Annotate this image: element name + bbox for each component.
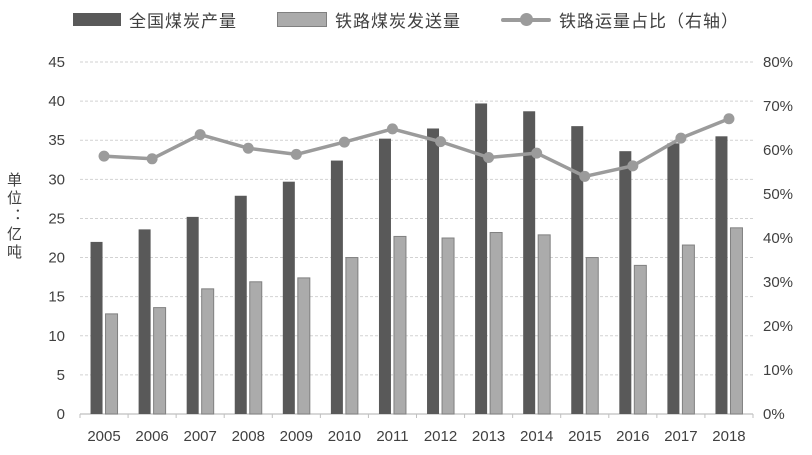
left-axis-tick-30: 30: [48, 171, 65, 188]
right-axis-tick-40pct: 40%: [763, 230, 793, 247]
rail-shipment-bar-2013: [489, 232, 503, 415]
legend-item-national-coal-output: 全国煤炭产量: [73, 7, 237, 32]
production-bar-2006: [138, 229, 151, 414]
production-bar-2005: [90, 241, 103, 414]
left-axis-tick-10: 10: [48, 328, 65, 345]
right-axis-tick-50pct: 50%: [763, 186, 793, 203]
rail-shipment-bar-2018: [729, 227, 743, 415]
rail-shipment-bar-2014: [537, 234, 551, 415]
left-axis-tick-45: 45: [48, 54, 65, 71]
rail-shipment-bar-2010: [345, 257, 359, 415]
rail-shipment-bar-2008: [249, 281, 263, 415]
x-axis-label-2006: 2006: [135, 428, 168, 445]
rail-share-point-2010: [338, 136, 350, 148]
production-bar-2015: [571, 126, 584, 415]
legend-item-rail-coal-shipment: 铁路煤炭发送量: [277, 7, 461, 32]
rail-shipment-bar-2005: [105, 313, 119, 415]
right-axis-tick-0pct: 0%: [763, 406, 785, 423]
rail-share-point-2012: [435, 136, 447, 148]
x-axis-label-2015: 2015: [568, 428, 601, 445]
legend-label-national-coal-output: 全国煤炭产量: [129, 12, 237, 31]
right-axis-tick-20pct: 20%: [763, 318, 793, 335]
x-axis-label-2014: 2014: [520, 428, 553, 445]
production-bar-2017: [667, 143, 680, 414]
rail-coal-shipment-swatch-icon: [277, 12, 327, 27]
rail-shipment-bar-2012: [441, 237, 455, 415]
left-axis-tick-25: 25: [48, 210, 65, 227]
x-axis-label-2016: 2016: [616, 428, 649, 445]
rail-shipment-bar-2009: [297, 277, 311, 415]
right-axis-tick-60pct: 60%: [763, 142, 793, 159]
production-bar-2012: [427, 128, 440, 414]
x-axis-label-2018: 2018: [712, 428, 745, 445]
rail-share-point-2011: [386, 123, 398, 135]
rail-shipment-bar-2016: [633, 264, 647, 415]
rail-share-point-2008: [242, 142, 254, 154]
left-axis-tick-40: 40: [48, 93, 65, 110]
rail-share-point-2017: [675, 132, 687, 144]
production-bar-2008: [234, 195, 247, 414]
right-axis-tick-10pct: 10%: [763, 362, 793, 379]
production-bar-2010: [330, 160, 343, 414]
x-axis-label-2013: 2013: [472, 428, 505, 445]
left-axis-title: 单位：亿吨: [5, 172, 22, 262]
right-axis-tick-80pct: 80%: [763, 54, 793, 71]
rail-shipment-bar-2017: [681, 244, 695, 415]
left-axis-tick-35: 35: [48, 132, 65, 149]
rail-share-point-2014: [531, 147, 543, 159]
production-bar-2016: [619, 151, 632, 414]
right-axis-tick-70pct: 70%: [763, 98, 793, 115]
rail-shipment-bar-2007: [201, 288, 215, 415]
production-bar-2007: [186, 216, 199, 414]
production-bar-2011: [378, 138, 391, 414]
rail-share-point-2013: [483, 151, 495, 163]
rail-share-point-2005: [98, 150, 110, 162]
rail-shipment-bar-2006: [153, 307, 167, 415]
national-coal-output-swatch-icon: [73, 13, 121, 26]
left-axis-tick-15: 15: [48, 289, 65, 306]
rail-share-point-2018: [723, 113, 735, 125]
x-axis-label-2007: 2007: [183, 428, 216, 445]
legend-item-rail-share: 铁路运量占比（右轴）: [501, 7, 739, 32]
x-axis-label-2011: 2011: [376, 428, 408, 445]
legend-label-rail-share: 铁路运量占比（右轴）: [559, 12, 739, 31]
rail-share-point-2009: [290, 148, 302, 160]
x-axis-label-2008: 2008: [232, 428, 265, 445]
rail-share-point-2015: [579, 170, 591, 182]
x-axis-label-2009: 2009: [280, 428, 313, 445]
x-axis-label-2012: 2012: [424, 428, 457, 445]
production-bar-2018: [715, 136, 728, 415]
rail-shipment-bar-2015: [585, 257, 599, 415]
x-axis-label-2005: 2005: [87, 428, 120, 445]
chart-legend: 全国煤炭产量 铁路煤炭发送量 铁路运量占比（右轴）: [0, 7, 812, 32]
left-axis-tick-20: 20: [48, 250, 65, 267]
production-bar-2013: [475, 103, 488, 415]
rail-share-line: [102, 117, 731, 179]
legend-label-rail-coal-shipment: 铁路煤炭发送量: [335, 12, 461, 31]
left-axis-tick-5: 5: [57, 367, 65, 384]
left-axis-tick-0: 0: [57, 406, 65, 423]
right-axis-tick-30pct: 30%: [763, 274, 793, 291]
rail-shipment-bar-2011: [393, 235, 407, 415]
x-axis-label-2017: 2017: [664, 428, 697, 445]
production-bar-2009: [282, 181, 295, 414]
rail-share-line-swatch-icon: [501, 13, 551, 26]
rail-share-point-2016: [627, 160, 639, 172]
x-axis-label-2010: 2010: [328, 428, 361, 445]
production-bar-2014: [523, 111, 536, 414]
rail-share-point-2007: [194, 129, 206, 141]
rail-share-point-2006: [146, 153, 158, 165]
